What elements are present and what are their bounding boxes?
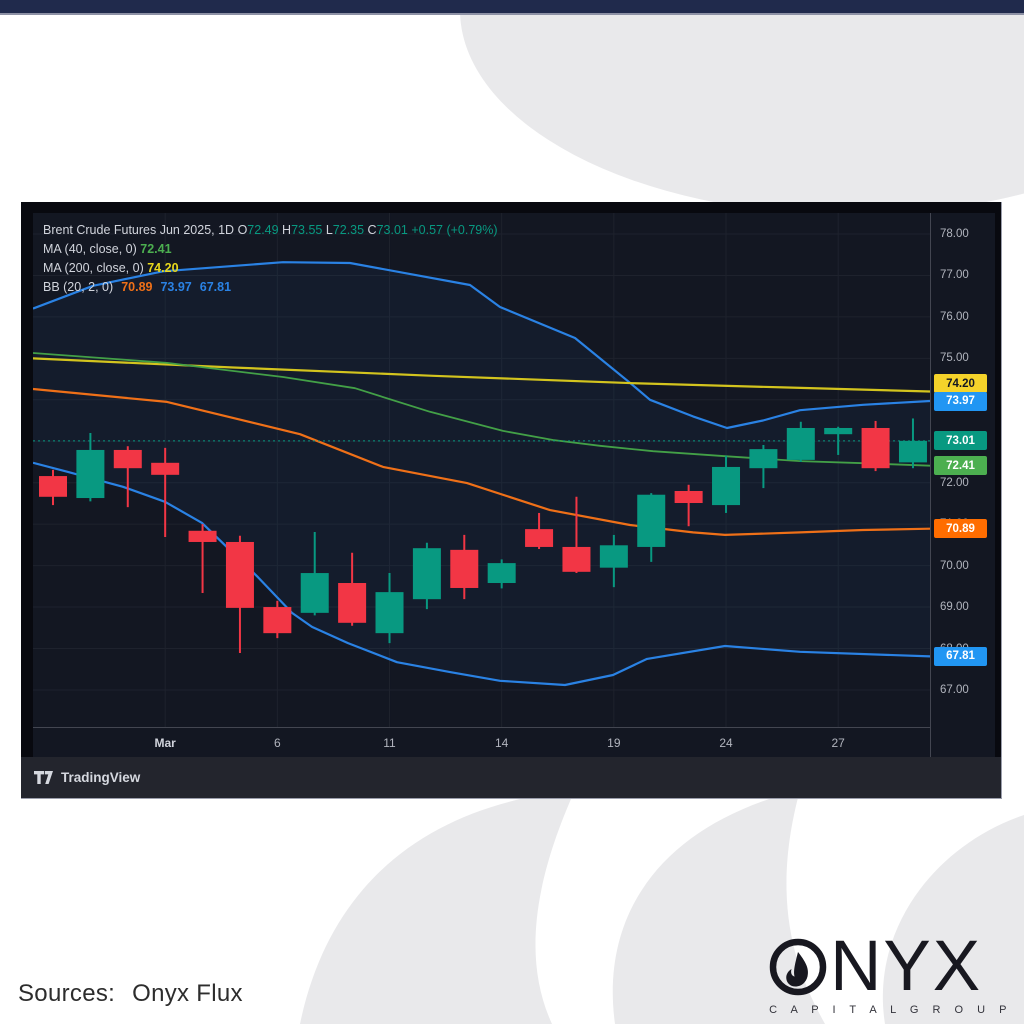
price-tick-label: 75.00 xyxy=(940,352,969,365)
price-tick-label: 77.00 xyxy=(940,269,969,282)
date-tick-label: 19 xyxy=(607,736,621,750)
top-accent-bar xyxy=(0,0,1024,15)
date-tick-label: 27 xyxy=(831,736,845,750)
time-axis[interactable]: Mar 6 11 14 19 24 27 xyxy=(33,727,930,758)
date-tick-label: 24 xyxy=(719,736,733,750)
candlestick-chart xyxy=(33,213,930,727)
sources-label: Sources: xyxy=(18,980,116,1007)
price-badge: 72.41 xyxy=(934,456,987,476)
price-tick-label: 70.00 xyxy=(940,559,969,572)
onyx-logo-row: NYX xyxy=(769,931,1014,1002)
plot-area[interactable]: Brent Crude Futures Jun 2025, 1D O72.49 … xyxy=(33,213,930,727)
price-badge: 73.97 xyxy=(934,391,987,411)
date-tick-label: 6 xyxy=(273,736,281,750)
onyx-logo: NYX C A P I T A L G R O U P xyxy=(769,931,1014,1016)
price-tick-label: 69.00 xyxy=(940,601,969,614)
price-tick-label: 78.00 xyxy=(940,228,969,240)
date-tick-label: 11 xyxy=(383,736,396,750)
price-badge: 70.89 xyxy=(934,519,987,539)
price-tick-label: 76.00 xyxy=(940,310,969,323)
onyx-o-flame-icon xyxy=(769,938,827,995)
price-badge: 67.81 xyxy=(934,646,987,666)
chart-panel: Brent Crude Futures Jun 2025, 1D O72.49 … xyxy=(21,202,1002,799)
brand-name-text: NYX xyxy=(830,927,983,1006)
brand-subtitle: C A P I T A L G R O U P xyxy=(769,1004,1012,1016)
price-badge: 74.20 xyxy=(934,374,987,393)
price-axis[interactable]: 78.0077.0076.0075.0074.0073.0072.0071.00… xyxy=(930,213,995,757)
tradingview-label[interactable]: TradingView xyxy=(61,770,141,785)
tradingview-icon xyxy=(34,771,53,784)
price-badge: 73.01 xyxy=(934,431,987,451)
attribution-bar: TradingView xyxy=(21,757,1001,798)
price-tick-label: 67.00 xyxy=(940,683,969,696)
date-tick-label: 14 xyxy=(494,736,509,750)
sources-value: Onyx Flux xyxy=(132,980,243,1007)
date-tick-label: Mar xyxy=(154,736,176,750)
sources-line: Sources: Onyx Flux xyxy=(18,980,243,1008)
price-tick-label: 72.00 xyxy=(940,476,969,489)
